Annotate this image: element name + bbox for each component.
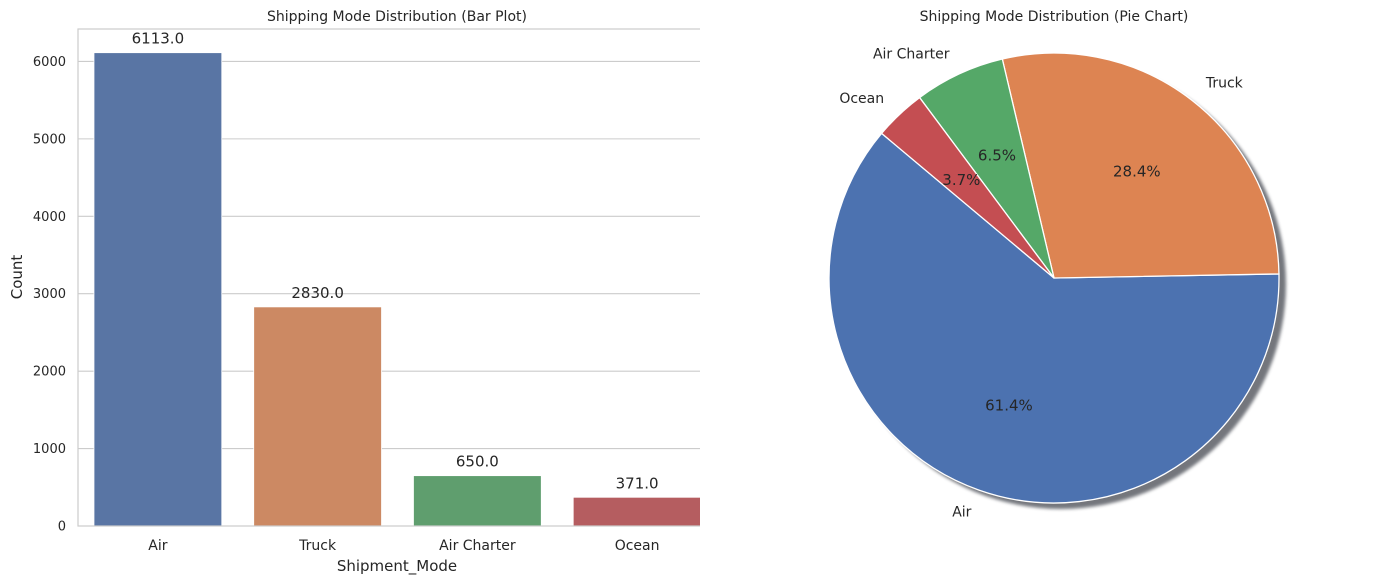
y-tick-label: 3000 [33, 287, 66, 302]
y-tick-label: 0 [58, 520, 66, 535]
y-tick-labels: 0 1000 2000 3000 4000 5000 6000 [33, 55, 66, 535]
bar-air [93, 52, 223, 527]
y-tick-label: 1000 [33, 442, 66, 457]
pie-percent-label: 6.5% [978, 147, 1016, 165]
x-tick-labels: Air Truck Air Charter Ocean [148, 538, 659, 554]
x-tick-label: Ocean [615, 538, 660, 554]
y-tick-label: 6000 [33, 55, 66, 70]
pie-label: Truck [1205, 76, 1244, 92]
bar-series [93, 52, 700, 527]
y-tick-label: 4000 [33, 210, 66, 225]
pie-label: Air [952, 504, 971, 520]
pie-label: Ocean [839, 91, 884, 107]
x-axis-label: Shipment_Mode [337, 557, 457, 576]
x-tick-label: Air Charter [439, 538, 516, 554]
pie-slice-labels: Air Truck Air Charter Ocean [839, 47, 1243, 521]
pie-label: Air Charter [873, 47, 950, 63]
bar-data-label: 650.0 [456, 453, 499, 471]
y-axis-label: Count [8, 255, 26, 300]
x-tick-label: Truck [298, 538, 337, 554]
pie-percent-label: 3.7% [942, 171, 980, 189]
pie-percent-labels: 61.4% 28.4% 6.5% 3.7% [942, 147, 1160, 415]
bar-chart-title: Shipping Mode Distribution (Bar Plot) [267, 9, 527, 25]
pie-chart-title: Shipping Mode Distribution (Pie Chart) [920, 9, 1189, 25]
bar-truck [253, 306, 382, 527]
bar-plot-frame [77, 28, 700, 527]
pie-slice-air [828, 132, 1280, 504]
bar-data-labels: 6113.0 2830.0 650.0 371.0 [132, 30, 659, 493]
y-tick-label: 2000 [33, 365, 66, 380]
pie-slice-truck [1001, 52, 1280, 279]
y-tick-label: 5000 [33, 132, 66, 147]
bar-data-label: 2830.0 [291, 284, 344, 302]
x-tick-label: Air [148, 538, 167, 554]
pie-slices [828, 52, 1280, 504]
bar-data-label: 6113.0 [132, 30, 185, 48]
bar-data-label: 371.0 [616, 474, 659, 492]
pie-percent-label: 28.4% [1113, 162, 1161, 180]
pie-percent-label: 61.4% [985, 396, 1033, 414]
pie-slice-ocean [880, 96, 1055, 279]
bar-chart: 0 1000 2000 3000 4000 5000 6000 Air Truck Air Ch… [8, 9, 700, 576]
bar-ocean [572, 496, 700, 527]
